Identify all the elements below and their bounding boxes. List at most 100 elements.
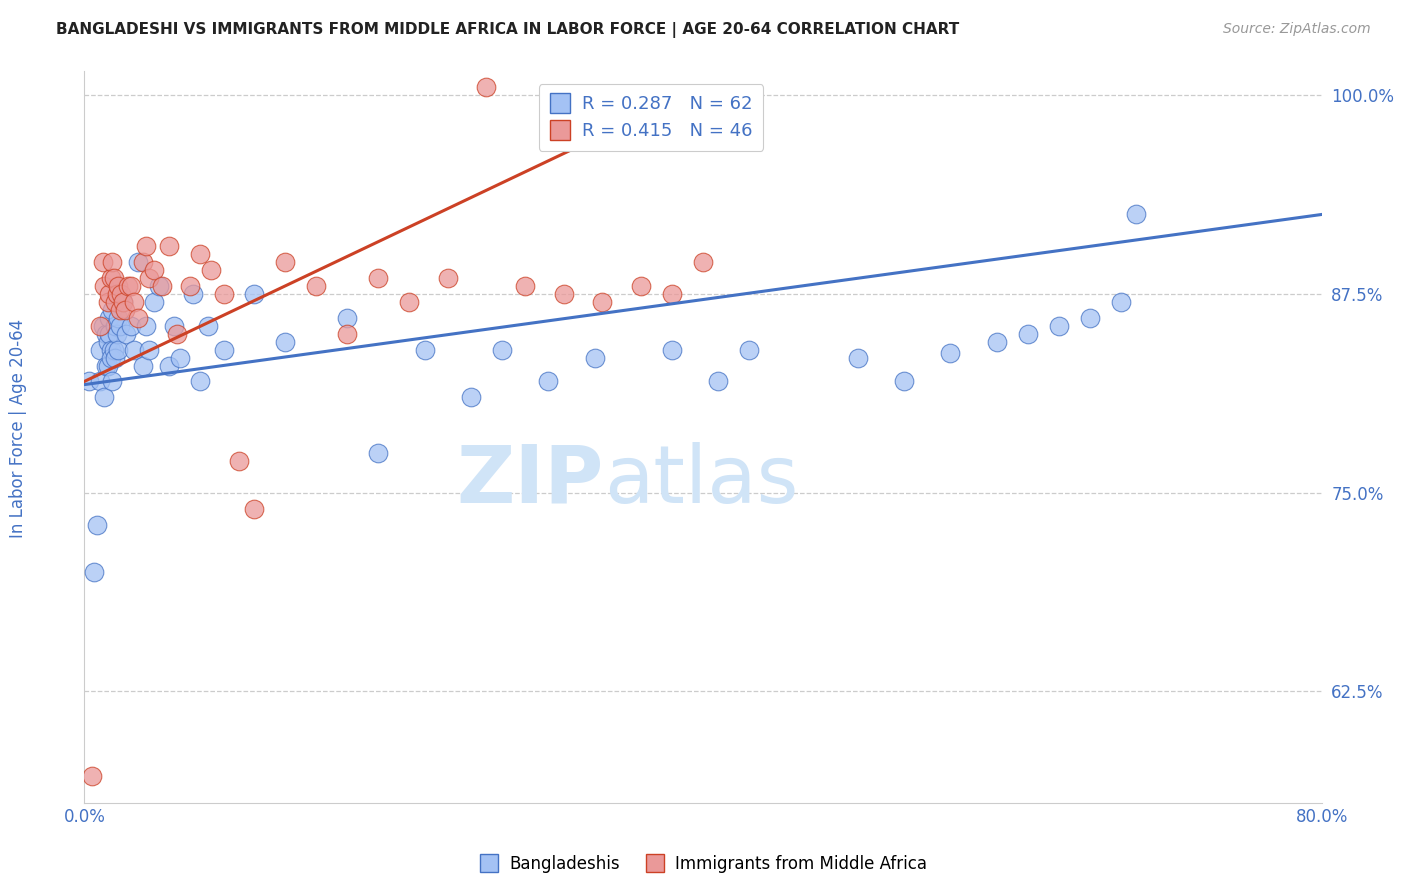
Point <box>105 287 128 301</box>
Point <box>98 310 121 325</box>
Point <box>135 239 157 253</box>
Point <box>104 351 127 365</box>
Point <box>460 390 482 404</box>
Point <box>98 287 121 301</box>
Legend: Bangladeshis, Immigrants from Middle Africa: Bangladeshis, Immigrants from Middle Afr… <box>472 848 934 880</box>
Point <box>94 326 117 341</box>
Point <box>243 287 266 301</box>
Point <box>738 343 761 357</box>
Point <box>127 310 149 325</box>
Point <box>96 359 118 373</box>
Point <box>661 343 683 357</box>
Point <box>107 343 129 357</box>
Point <box>89 375 111 389</box>
Point <box>212 343 235 357</box>
Point <box>475 80 498 95</box>
Point <box>707 375 730 389</box>
Point <box>1109 294 1132 309</box>
Point <box>200 263 222 277</box>
Point <box>108 302 131 317</box>
Point <box>491 343 513 357</box>
Point <box>86 517 108 532</box>
Point <box>108 318 131 333</box>
Point <box>132 255 155 269</box>
Point <box>1017 326 1039 341</box>
Point <box>692 255 714 269</box>
Point <box>436 271 458 285</box>
Point <box>101 255 124 269</box>
Point <box>100 343 122 357</box>
Point <box>93 279 115 293</box>
Point <box>101 302 124 317</box>
Point <box>893 375 915 389</box>
Point <box>661 287 683 301</box>
Point <box>143 294 166 309</box>
Point <box>122 343 145 357</box>
Point <box>104 318 127 333</box>
Point <box>112 294 135 309</box>
Point <box>179 279 201 293</box>
Point <box>413 343 436 357</box>
Point <box>398 294 420 309</box>
Text: ZIP: ZIP <box>457 442 605 520</box>
Point <box>91 318 114 333</box>
Point <box>138 343 160 357</box>
Text: BANGLADESHI VS IMMIGRANTS FROM MIDDLE AFRICA IN LABOR FORCE | AGE 20-64 CORRELAT: BANGLADESHI VS IMMIGRANTS FROM MIDDLE AF… <box>56 22 959 38</box>
Point <box>104 294 127 309</box>
Point <box>135 318 157 333</box>
Point <box>89 343 111 357</box>
Point <box>112 294 135 309</box>
Point <box>107 310 129 325</box>
Point <box>91 255 114 269</box>
Point <box>105 326 128 341</box>
Point <box>82 769 104 783</box>
Point <box>367 446 389 460</box>
Point <box>1078 310 1101 325</box>
Point <box>336 326 359 341</box>
Point <box>110 287 132 301</box>
Point <box>159 359 180 373</box>
Text: atlas: atlas <box>605 442 799 520</box>
Point <box>127 255 149 269</box>
Point <box>120 279 142 293</box>
Point <box>515 279 537 293</box>
Point <box>96 294 118 309</box>
Point <box>117 279 139 293</box>
Point <box>1047 318 1070 333</box>
Point <box>120 318 142 333</box>
Legend: R = 0.287   N = 62, R = 0.415   N = 46: R = 0.287 N = 62, R = 0.415 N = 46 <box>538 84 763 151</box>
Point <box>592 294 614 309</box>
Point <box>188 247 211 261</box>
Point <box>83 566 105 580</box>
Point <box>197 318 219 333</box>
Point <box>274 334 297 349</box>
Point <box>212 287 235 301</box>
Point <box>122 294 145 309</box>
Point <box>101 375 124 389</box>
Point <box>114 302 136 317</box>
Point <box>630 279 652 293</box>
Point <box>188 375 211 389</box>
Point <box>148 279 170 293</box>
Point <box>103 343 125 357</box>
Point <box>986 334 1008 349</box>
Point <box>159 239 180 253</box>
Point <box>305 279 328 293</box>
Point <box>537 375 560 389</box>
Point <box>89 318 111 333</box>
Point <box>274 255 297 269</box>
Point <box>77 375 100 389</box>
Point <box>163 318 186 333</box>
Point <box>143 263 166 277</box>
Point <box>132 359 155 373</box>
Point <box>336 310 359 325</box>
Point <box>100 271 122 285</box>
Point <box>181 287 204 301</box>
Point <box>846 351 869 365</box>
Point <box>107 279 129 293</box>
Point <box>94 359 117 373</box>
Point <box>939 346 962 360</box>
Point <box>228 454 250 468</box>
Point <box>93 390 115 404</box>
Point <box>583 351 606 365</box>
